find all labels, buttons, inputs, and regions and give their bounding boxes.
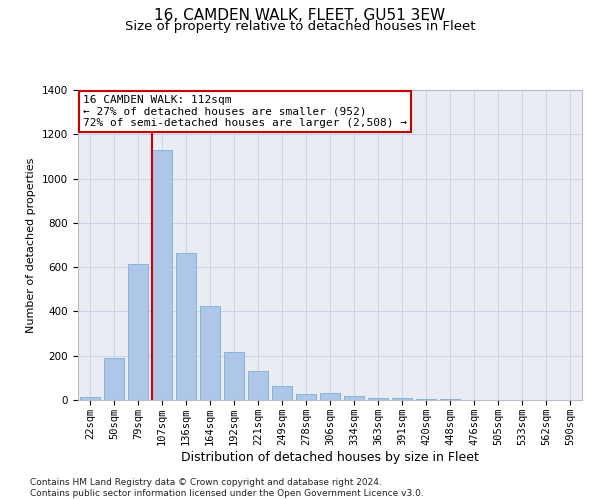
Bar <box>296 394 316 400</box>
Text: Contains HM Land Registry data © Crown copyright and database right 2024.
Contai: Contains HM Land Registry data © Crown c… <box>30 478 424 498</box>
Text: Size of property relative to detached houses in Fleet: Size of property relative to detached ho… <box>125 20 475 33</box>
Bar <box>272 386 292 400</box>
Bar <box>128 264 148 400</box>
Bar <box>416 399 436 400</box>
Bar <box>176 252 196 400</box>
Bar <box>368 398 388 400</box>
Bar <box>224 352 244 400</box>
Bar <box>320 394 340 400</box>
Text: 16 CAMDEN WALK: 112sqm
← 27% of detached houses are smaller (952)
72% of semi-de: 16 CAMDEN WALK: 112sqm ← 27% of detached… <box>83 94 407 128</box>
Bar <box>200 306 220 400</box>
Bar <box>80 396 100 400</box>
X-axis label: Distribution of detached houses by size in Fleet: Distribution of detached houses by size … <box>181 450 479 464</box>
Bar <box>104 358 124 400</box>
Text: 16, CAMDEN WALK, FLEET, GU51 3EW: 16, CAMDEN WALK, FLEET, GU51 3EW <box>154 8 446 22</box>
Bar <box>152 150 172 400</box>
Bar <box>392 398 412 400</box>
Bar <box>344 396 364 400</box>
Y-axis label: Number of detached properties: Number of detached properties <box>26 158 37 332</box>
Bar <box>248 371 268 400</box>
